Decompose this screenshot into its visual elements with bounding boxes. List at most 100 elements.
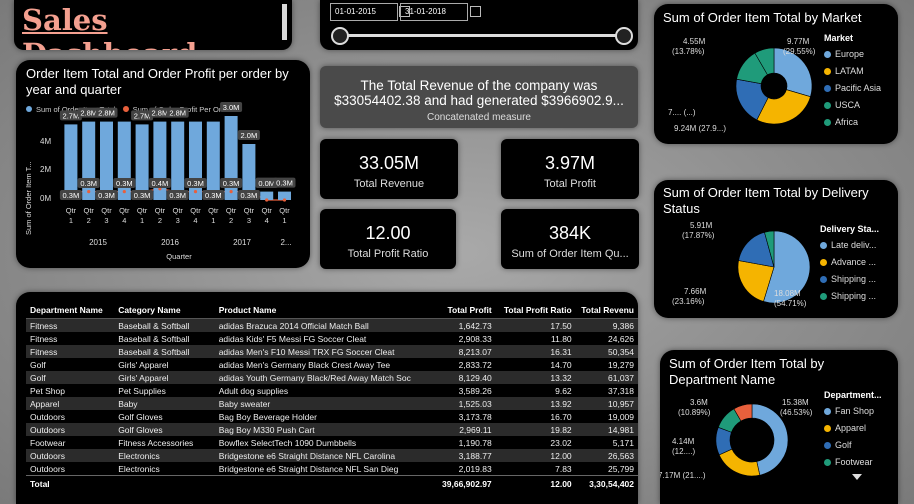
cell-total-profit: 1,190.78	[458, 437, 492, 448]
legend-scroll-down-icon[interactable]	[852, 474, 862, 480]
data-label-text: 0.3M	[63, 191, 80, 200]
table-total-row: Total 39,66,902.97 12.00 3,30,54,402	[26, 475, 638, 491]
data-label-order-item-total: 2.7M	[131, 110, 154, 121]
kpi-order-item-quantity-label: Sum of Order Item Qu...	[511, 248, 629, 260]
table-row[interactable]: Outdoors Golf Gloves Bag Boy Beverage Hold…	[26, 410, 638, 423]
product-table-panel: Department Name Category Name Product Na…	[16, 292, 638, 504]
market-label-europe-2: (29.55%)	[783, 47, 816, 56]
table-row[interactable]: Footwear Fitness Accessories Bowflex Selec…	[26, 436, 638, 449]
market-legend: Market Europe LATAM Pacific Asia USCA Af…	[824, 33, 881, 134]
slider-track[interactable]	[340, 34, 624, 37]
table-row[interactable]: Golf Girls' Apparel adidas Men's Germany B…	[26, 358, 638, 371]
column-header-department[interactable]: Department Name	[26, 302, 115, 319]
data-label-order-profit: 0.3M	[77, 178, 100, 188]
slider-start-handle[interactable]	[331, 27, 349, 45]
cell-total-profit: 2,019.83	[458, 463, 492, 474]
bar-chart-year-2015: 2015	[89, 238, 107, 247]
column-header-total-profit[interactable]: Total Profit	[428, 302, 496, 319]
market-label-pacific: 7.... (...)	[668, 108, 696, 117]
column-header-profit-ratio[interactable]: Total Profit Ratio	[495, 302, 576, 319]
legend-dot	[824, 118, 831, 126]
delivery-legend-item[interactable]: Shipping ...	[820, 274, 879, 284]
column-header-total-revenue[interactable]: Total Revenu	[575, 302, 638, 319]
department-legend-item[interactable]: Golf	[824, 440, 882, 450]
market-legend-item[interactable]: Africa	[824, 117, 881, 127]
data-label-order-item-total: 3.0M	[220, 102, 243, 112]
cell-profit-ratio: 16.31	[495, 345, 576, 358]
data-label-bg	[237, 130, 260, 140]
pie-slice-shipping-	[764, 230, 775, 268]
pie-slice-fan-shop	[751, 403, 789, 476]
delivery-legend-item[interactable]: Late deliv...	[820, 240, 879, 250]
kpi-total-profit-ratio: 12.00 Total Profit Ratio	[320, 209, 456, 269]
table-row[interactable]: Fitness Baseball & Softball adidas Men's F…	[26, 345, 638, 358]
market-legend-item[interactable]: Europe	[824, 49, 881, 59]
start-date-input[interactable]: 01-01-2015	[330, 3, 398, 21]
cell-total-revenue: 26,563	[575, 449, 638, 462]
data-label-order-profit: 0.3M	[95, 190, 118, 200]
cell-product: Adult dog supplies	[218, 385, 289, 396]
market-legend-item[interactable]: LATAM	[824, 66, 881, 76]
market-legend-item[interactable]: Pacific Asia	[824, 83, 881, 93]
table-row[interactable]: Apparel Baby Baby sweater 1,525.03 13.92 10,9…	[26, 397, 638, 410]
cell-profit-ratio: 14.70	[550, 359, 572, 370]
data-label-bg	[184, 178, 207, 188]
revenue-summary-caption: Concatenated measure	[427, 112, 531, 123]
department-legend-item[interactable]: Footwear	[824, 457, 882, 467]
cell-department: Golf	[30, 359, 46, 370]
department-chart-title: Sum of Order Item Total by Department Na…	[669, 356, 825, 387]
data-label-text: 2.0M	[241, 131, 258, 140]
data-label-bg	[273, 177, 296, 188]
start-calendar-icon[interactable]	[399, 6, 410, 17]
delivery-legend-item[interactable]: Shipping ...	[820, 291, 879, 301]
x-tick-quarter-number: 2	[158, 216, 162, 225]
department-pie-svg: 3.6M (10.89%) 15.38M (46.53%) 4.14M (12.…	[660, 398, 813, 480]
legend-label: Golf	[835, 440, 852, 450]
market-legend-title: Market	[824, 33, 854, 43]
bar-chart-panel: Order Item Total and Order Profit per or…	[16, 60, 310, 268]
department-legend-item[interactable]: Apparel	[824, 423, 882, 433]
slider-end-handle[interactable]	[615, 27, 633, 45]
x-tick-quarter-number: 4	[122, 216, 126, 225]
end-date-input[interactable]: 31-01-2018	[400, 3, 468, 21]
total-cell-total-revenue: 3,30,54,402	[575, 475, 638, 491]
column-header-category[interactable]: Category Name	[114, 302, 215, 319]
data-label-text: 0.0M	[258, 179, 275, 188]
cell-product: Bridgestone e6 Straight Distance NFL San…	[218, 463, 399, 474]
x-tick-quarter: Qtr	[261, 206, 272, 215]
data-label-text: 0.3M	[80, 179, 97, 188]
market-label-usca-2: (13.78%)	[672, 47, 705, 56]
table-row[interactable]: Outdoors Electronics Bridgestone e6 Straig…	[26, 462, 638, 476]
data-label-bg	[255, 178, 278, 188]
kpi-total-profit-label: Total Profit	[544, 178, 596, 190]
pie-slice-europe	[773, 47, 813, 98]
cell-total-revenue: 14,981	[575, 423, 638, 436]
market-legend-item[interactable]: USCA	[824, 100, 881, 110]
legend-dot	[824, 67, 831, 75]
department-label-apparel: 7.17M (21....)	[660, 471, 706, 480]
bar-order-item-total	[189, 121, 202, 200]
table-row[interactable]: Pet Shop Pet Supplies Adult dog supplies 3,…	[26, 384, 638, 397]
data-label-order-profit: 0.3M	[220, 178, 243, 188]
x-tick-quarter-number: 2	[87, 216, 91, 225]
cell-department: Apparel	[26, 397, 115, 410]
legend-dot	[824, 441, 831, 449]
table-row[interactable]: Outdoors Golf Gloves Bag Boy M330 Push Car…	[26, 423, 638, 436]
bar-chart-year-2018: 2...	[280, 238, 291, 247]
end-calendar-icon[interactable]	[470, 6, 481, 17]
table-row[interactable]: Fitness Baseball & Softball adidas Kids' F…	[26, 332, 638, 345]
table-row[interactable]: Fitness Baseball & Softball adidas Brazuca…	[26, 318, 638, 332]
delivery-legend-item[interactable]: Advance ...	[820, 257, 879, 267]
legend-dot	[820, 241, 827, 249]
data-label-order-profit: 0.3M	[237, 190, 260, 200]
table-row[interactable]: Golf Girls' Apparel adidas Youth Germany B…	[26, 371, 638, 384]
data-label-order-profit: 0.0M	[255, 178, 278, 188]
page-title: Sales Dashboard	[22, 3, 197, 50]
data-label-order-item-total: 0.3M	[273, 177, 296, 188]
legend-dot	[820, 258, 827, 266]
department-legend-item[interactable]: Fan Shop	[824, 406, 882, 416]
cell-product: adidas Men's Germany Black Crest Away Te…	[218, 359, 391, 370]
table-row[interactable]: Outdoors Electronics Bridgestone e6 Straig…	[26, 449, 638, 462]
bar-chart-y-tick-2m: 2M	[40, 165, 51, 174]
column-header-product[interactable]: Product Name	[214, 302, 428, 319]
